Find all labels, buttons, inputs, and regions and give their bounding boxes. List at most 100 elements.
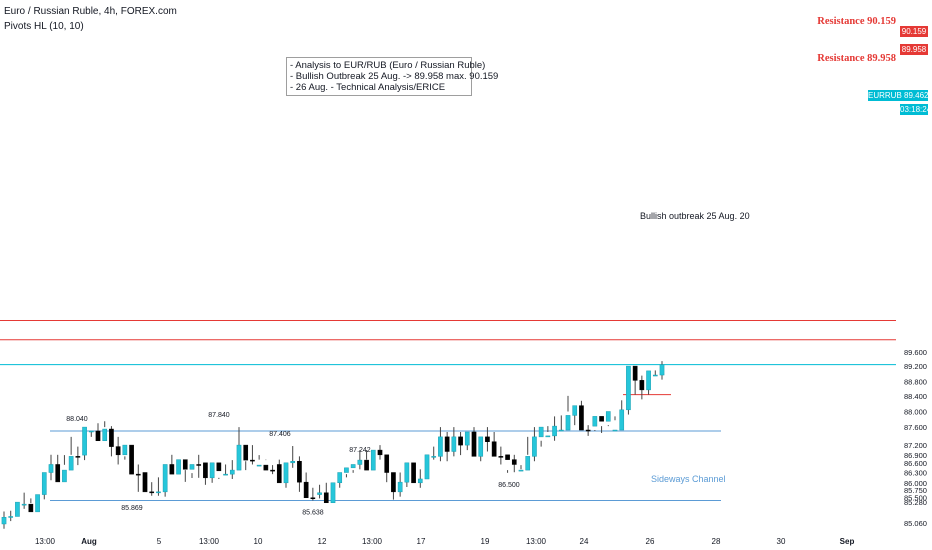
pivot-label: 87.840 xyxy=(208,412,230,419)
candle-down xyxy=(169,464,175,475)
candle-up xyxy=(646,370,651,391)
candle-up xyxy=(538,426,544,438)
candle-down xyxy=(303,481,309,499)
candle-down xyxy=(505,454,510,460)
candle-down xyxy=(196,464,202,466)
candle-up xyxy=(451,436,457,452)
x-tick-label: 13:00 xyxy=(362,537,383,546)
candle-up xyxy=(122,444,128,456)
candle-up xyxy=(357,459,363,465)
candle-up xyxy=(652,374,658,377)
candle-down xyxy=(491,441,497,457)
resistance-label-89958: Resistance 89.958 xyxy=(817,53,896,64)
candle-up xyxy=(478,436,484,457)
y-tick-label: 87.200 xyxy=(904,441,927,450)
pivot-label: 86.500 xyxy=(498,482,520,489)
candle-down xyxy=(599,416,604,422)
candle-down xyxy=(364,459,369,471)
candle-up xyxy=(532,436,537,457)
candle-down xyxy=(276,464,282,484)
bullish-outbreak-annotation: Bullish outbreak 25 Aug. 20 xyxy=(640,211,750,221)
candle-down xyxy=(115,446,121,456)
candle-up xyxy=(1,517,7,525)
candle-up xyxy=(82,426,87,456)
candle-down xyxy=(203,462,208,479)
candle-down xyxy=(263,464,269,471)
analysis-note: - Analysis to EUR/RUB (Euro / Russian Ru… xyxy=(286,57,499,96)
candle-up xyxy=(330,482,336,504)
candle-up xyxy=(8,516,14,518)
y-tick-label: 86.000 xyxy=(904,479,927,488)
candle-up xyxy=(68,456,74,471)
y-tick-label: 86.300 xyxy=(904,469,927,478)
resistance-price-tag-89958: 89.958 xyxy=(900,44,928,55)
candle-up xyxy=(350,464,356,469)
candle-down xyxy=(498,456,504,458)
candle-up xyxy=(35,494,40,513)
candle-up xyxy=(15,501,20,517)
analysis-line: - Bullish Outbreak 25 Aug. -> 89.958 max… xyxy=(290,71,499,82)
candle-up xyxy=(397,481,403,493)
candle-down xyxy=(216,462,222,472)
pivot-label: 87.242 xyxy=(349,447,371,454)
y-tick-label: 85.060 xyxy=(904,519,927,528)
candle-down xyxy=(391,472,396,493)
candle-up xyxy=(162,464,168,493)
candle-up xyxy=(438,436,443,457)
candle-up xyxy=(370,449,376,471)
candle-up xyxy=(88,430,94,433)
x-tick-label: 28 xyxy=(712,537,721,546)
x-tick-label: Aug xyxy=(81,537,97,546)
candle-down xyxy=(95,430,101,442)
candle-down xyxy=(149,491,155,494)
candle-down xyxy=(297,460,302,483)
candle-up xyxy=(156,491,161,494)
candle-up xyxy=(572,405,578,416)
x-tick-label: 13:00 xyxy=(35,537,56,546)
candle-up xyxy=(189,464,195,470)
candle-up xyxy=(431,456,437,458)
candle-up xyxy=(283,462,289,484)
x-tick-label: 5 xyxy=(157,537,162,546)
x-tick-label: 30 xyxy=(777,537,786,546)
x-tick-label: 12 xyxy=(318,537,327,546)
candle-up xyxy=(626,365,631,411)
candle-up xyxy=(612,429,618,432)
candle-down xyxy=(75,456,81,458)
y-tick-label: 85.500 xyxy=(904,493,927,502)
candle-up xyxy=(565,415,571,431)
candle-down xyxy=(28,503,34,513)
analysis-line: - 26 Aug. - Technical Analysis/ERICE xyxy=(290,82,446,93)
resistance-label-90159: Resistance 90.159 xyxy=(817,16,896,27)
last-price-tag: EURRUB 89.462 xyxy=(868,90,929,101)
pivot-label: 85.638 xyxy=(302,510,324,517)
y-tick-label: 88.400 xyxy=(904,392,927,401)
candle-up xyxy=(337,472,343,484)
x-tick-label: 26 xyxy=(646,537,655,546)
candle-down xyxy=(444,436,450,452)
candle-up xyxy=(102,428,108,442)
chart-title: Euro / Russian Ruble, 4h, FOREX.com xyxy=(4,6,177,17)
y-tick-label: 85.750 xyxy=(904,486,927,495)
candle-up xyxy=(545,435,551,438)
candle-up xyxy=(659,364,665,376)
sideways-channel-label: Sideways Channel xyxy=(651,474,726,484)
candle-up xyxy=(290,460,296,464)
candle-down xyxy=(511,459,517,465)
y-tick-label: 85.280 xyxy=(904,498,927,507)
candle-down xyxy=(632,365,638,381)
candle-up xyxy=(62,469,67,483)
x-tick-label: 17 xyxy=(417,537,426,546)
candle-down xyxy=(182,459,188,470)
pivot-label: 87.406 xyxy=(269,431,291,438)
x-tick-label: 13:00 xyxy=(199,537,220,546)
candle-down xyxy=(485,436,490,442)
pivot-label: 85.869 xyxy=(121,505,143,512)
candle-up xyxy=(176,459,181,475)
candle-down xyxy=(270,469,275,472)
indicator-label: Pivots HL (10, 10) xyxy=(4,21,84,32)
resistance-price-tag-90159: 90.159 xyxy=(900,26,928,37)
candle-down xyxy=(129,444,134,475)
candle-down xyxy=(458,436,463,446)
